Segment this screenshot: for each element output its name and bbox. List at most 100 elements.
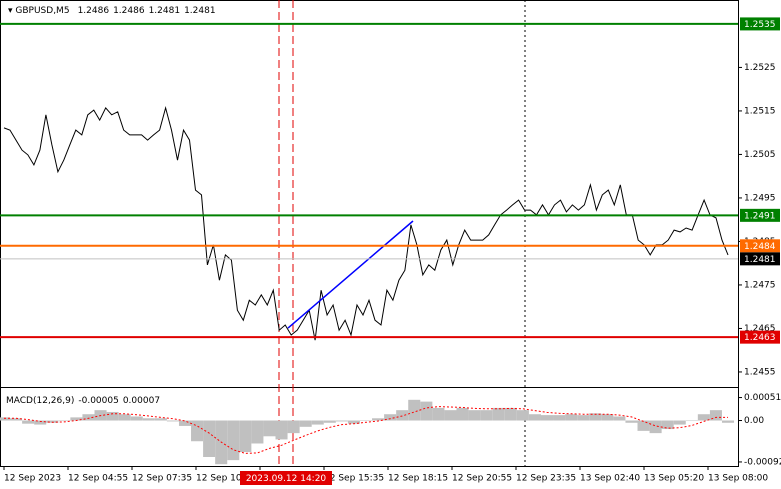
ohlc-value: 1.2481	[184, 6, 216, 16]
macd-bar	[178, 420, 192, 426]
macd-bar	[396, 410, 409, 421]
macd-bar	[577, 415, 590, 421]
macd-bar	[0, 417, 11, 421]
macd-header: MACD(12,26,9) -0.00005 0.00007	[6, 396, 160, 406]
price-line	[3, 105, 729, 341]
macd-bar	[154, 418, 167, 421]
ohlc-value: 1.2481	[149, 6, 181, 16]
header-icon: ▾	[8, 6, 15, 16]
macd-bar	[335, 420, 348, 422]
macd-bar	[637, 420, 650, 431]
x-tick-label: 12 Sep 04:55	[68, 474, 128, 484]
macd-bar	[299, 420, 312, 427]
macd-bar	[118, 414, 131, 421]
trend-line	[287, 220, 414, 329]
macd-bar	[34, 420, 47, 425]
symbol: GBPUSD,M5	[15, 6, 69, 16]
x-tick-label: 12 Sep 15:35	[324, 474, 384, 484]
macd-bar	[721, 420, 735, 423]
chart-header: ▾ GBPUSD,M5 1.2486 1.2486 1.2481 1.2481	[8, 6, 216, 16]
y-tick-label: -0.00092	[744, 457, 781, 467]
level-label-box	[740, 17, 780, 31]
macd-bar	[323, 420, 336, 423]
macd-bar	[456, 407, 469, 421]
macd-bar	[46, 420, 59, 423]
macd-bar	[613, 416, 626, 421]
macd-bar	[287, 420, 300, 434]
level-label-box	[740, 252, 780, 266]
macd-bar	[601, 414, 614, 421]
macd-bar	[516, 410, 529, 421]
level-label-box	[740, 208, 780, 222]
macd-bar	[130, 416, 143, 421]
macd-bar	[492, 407, 505, 421]
macd-bar	[649, 420, 662, 434]
macd-bar	[203, 420, 216, 457]
macd-bar	[528, 414, 541, 421]
y-tick-label: 1.2495	[744, 193, 776, 203]
macd-bar	[709, 410, 722, 421]
x-tick-label: 13 Sep 05:20	[644, 474, 704, 484]
macd-bar	[673, 420, 686, 425]
level-label: 1.2535	[744, 20, 776, 30]
macd-bar	[661, 420, 674, 430]
crosshair-label-box	[240, 471, 332, 485]
y-tick-label: 1.2505	[744, 150, 776, 160]
macd-bar	[311, 420, 324, 425]
level-label: 1.2463	[744, 333, 776, 343]
macd-bar	[504, 407, 517, 421]
macd-bar	[251, 420, 264, 444]
indicator-name: MACD(12,26,9)	[6, 396, 74, 406]
macd-bar	[275, 420, 288, 440]
x-tick-label: 12 Sep 23:35	[516, 474, 576, 484]
macd-bar	[384, 414, 397, 421]
indicator-value: 0.00007	[123, 396, 160, 406]
x-tick-label: 13 Sep 02:40	[580, 474, 640, 484]
y-tick-label: 0.00	[744, 416, 764, 426]
level-label: 1.2491	[744, 211, 776, 221]
macd-bar	[70, 417, 83, 421]
y-tick-label: 1.2475	[744, 280, 776, 290]
macd-bar	[191, 420, 204, 442]
macd-bar	[625, 420, 638, 423]
macd-bar	[166, 420, 179, 422]
macd-bar	[468, 410, 481, 421]
level-label: 1.2481	[744, 255, 776, 265]
macd-bar	[142, 418, 155, 421]
macd-bar	[263, 420, 276, 437]
macd-bar	[444, 410, 457, 421]
macd-bar	[58, 420, 71, 422]
x-tick-label: 13 Sep 08:00	[708, 474, 768, 484]
macd-bar	[106, 411, 119, 421]
macd-bar	[565, 414, 578, 421]
macd-bar	[82, 414, 95, 421]
crosshair-label: 2023.09.12 14:20	[246, 474, 327, 484]
y-tick-label: 0.00051	[744, 393, 781, 403]
ohlc-value: 1.2486	[78, 6, 110, 16]
y-tick-label: 1.2515	[744, 106, 776, 116]
macd-bar	[553, 415, 566, 421]
y-tick-label: 1.2525	[744, 63, 776, 73]
x-tick-label: 12 Sep 10:15	[196, 474, 256, 484]
macd-bar	[697, 414, 710, 421]
indicator-value: -0.00005	[78, 396, 118, 406]
ohlc-value: 1.2486	[113, 6, 145, 16]
y-tick-label: 1.2465	[744, 324, 776, 334]
macd-bar	[589, 413, 602, 421]
level-label: 1.2484	[744, 242, 776, 252]
chart-frame	[0, 0, 739, 467]
y-tick-label: 1.2455	[744, 367, 776, 377]
macd-bar	[227, 420, 240, 461]
x-tick-label: 12 Sep 2023	[4, 474, 61, 484]
macd-bar	[480, 410, 493, 421]
macd-bar	[420, 401, 433, 421]
macd-bar	[432, 407, 445, 421]
macd-bar	[359, 420, 373, 422]
level-label-box	[740, 330, 780, 344]
macd-bar	[372, 418, 385, 421]
level-label-box	[740, 239, 780, 253]
macd-bar	[347, 420, 360, 424]
macd-bar	[22, 420, 35, 424]
macd-bar	[10, 418, 23, 421]
